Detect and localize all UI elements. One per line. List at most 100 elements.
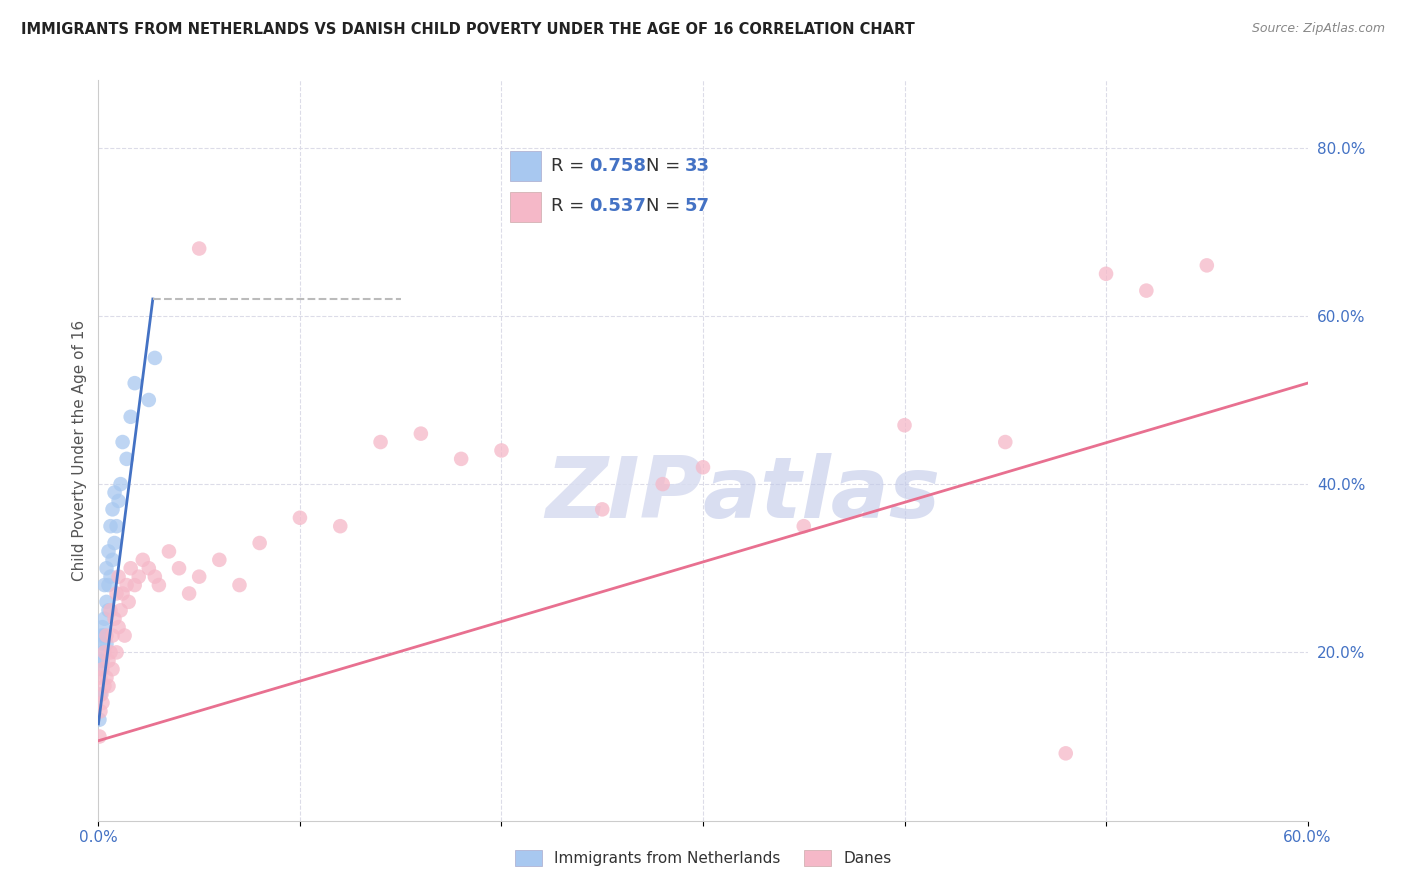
Point: [167, 561, 190, 575]
Point: [96, 561, 118, 575]
Point: [91, 654, 114, 668]
Point: [93, 637, 115, 651]
Point: [97, 679, 120, 693]
Legend: Immigrants from Netherlands, Danes: Immigrants from Netherlands, Danes: [509, 844, 897, 872]
Point: [1135, 284, 1157, 298]
Point: [105, 645, 128, 659]
FancyBboxPatch shape: [510, 152, 541, 181]
Point: [288, 510, 311, 524]
Point: [143, 351, 166, 365]
Point: [111, 435, 134, 450]
Point: [491, 443, 513, 458]
Point: [128, 569, 150, 583]
Point: [107, 569, 129, 583]
Text: 33: 33: [685, 157, 710, 175]
Point: [89, 730, 111, 744]
Text: R =: R =: [551, 197, 589, 215]
Point: [97, 544, 120, 558]
Text: 0.758: 0.758: [589, 157, 645, 175]
Point: [148, 578, 170, 592]
Point: [450, 451, 472, 466]
Text: ZIP: ZIP: [546, 453, 703, 536]
Point: [103, 612, 125, 626]
Point: [157, 544, 180, 558]
Point: [100, 569, 122, 583]
Point: [138, 392, 160, 407]
Point: [249, 536, 271, 550]
Point: [228, 578, 250, 592]
Point: [93, 612, 115, 626]
Point: [103, 536, 125, 550]
Point: [188, 242, 211, 256]
Point: [111, 586, 134, 600]
Point: [409, 426, 432, 441]
Point: [97, 654, 120, 668]
Point: [893, 418, 915, 433]
Point: [188, 569, 211, 583]
Point: [97, 578, 120, 592]
Point: [91, 662, 114, 676]
Point: [96, 595, 118, 609]
Point: [100, 603, 122, 617]
FancyBboxPatch shape: [510, 193, 541, 222]
Point: [329, 519, 352, 533]
Point: [96, 628, 118, 642]
Point: [1054, 747, 1077, 761]
Point: [89, 713, 111, 727]
Point: [651, 477, 673, 491]
Text: atlas: atlas: [703, 453, 941, 536]
Point: [96, 637, 118, 651]
Point: [124, 578, 146, 592]
Point: [90, 662, 112, 676]
Point: [208, 553, 231, 567]
Text: N =: N =: [647, 157, 686, 175]
Point: [89, 688, 111, 702]
Point: [118, 595, 141, 609]
Point: [100, 645, 122, 659]
Point: [93, 645, 115, 659]
Point: [110, 477, 132, 491]
Point: [114, 628, 136, 642]
Point: [101, 628, 124, 642]
Point: [110, 603, 132, 617]
Point: [89, 704, 111, 718]
Point: [692, 460, 714, 475]
Point: [143, 569, 166, 583]
Point: [96, 671, 118, 685]
Point: [90, 628, 112, 642]
Point: [107, 620, 129, 634]
Y-axis label: Child Poverty Under the Age of 16: Child Poverty Under the Age of 16: [72, 320, 87, 581]
Text: Source: ZipAtlas.com: Source: ZipAtlas.com: [1251, 22, 1385, 36]
Text: 0.537: 0.537: [589, 197, 645, 215]
Point: [97, 603, 120, 617]
Point: [179, 586, 201, 600]
Point: [93, 628, 115, 642]
Text: R =: R =: [551, 157, 589, 175]
Point: [115, 578, 138, 592]
Point: [591, 502, 613, 516]
Point: [105, 586, 128, 600]
Point: [105, 519, 128, 533]
Point: [101, 553, 124, 567]
Point: [138, 561, 160, 575]
Point: [107, 494, 129, 508]
Text: IMMIGRANTS FROM NETHERLANDS VS DANISH CHILD POVERTY UNDER THE AGE OF 16 CORRELAT: IMMIGRANTS FROM NETHERLANDS VS DANISH CH…: [21, 22, 915, 37]
Point: [793, 519, 815, 533]
Point: [120, 409, 142, 424]
Point: [100, 519, 122, 533]
Point: [91, 645, 114, 659]
Point: [370, 435, 392, 450]
Point: [103, 485, 125, 500]
Text: 57: 57: [685, 197, 710, 215]
Point: [91, 696, 114, 710]
Point: [101, 502, 124, 516]
Point: [93, 679, 115, 693]
Point: [120, 561, 142, 575]
Point: [91, 620, 114, 634]
Point: [115, 451, 138, 466]
Point: [93, 578, 115, 592]
Point: [132, 553, 155, 567]
Point: [89, 671, 111, 685]
Point: [89, 654, 111, 668]
Point: [1095, 267, 1118, 281]
